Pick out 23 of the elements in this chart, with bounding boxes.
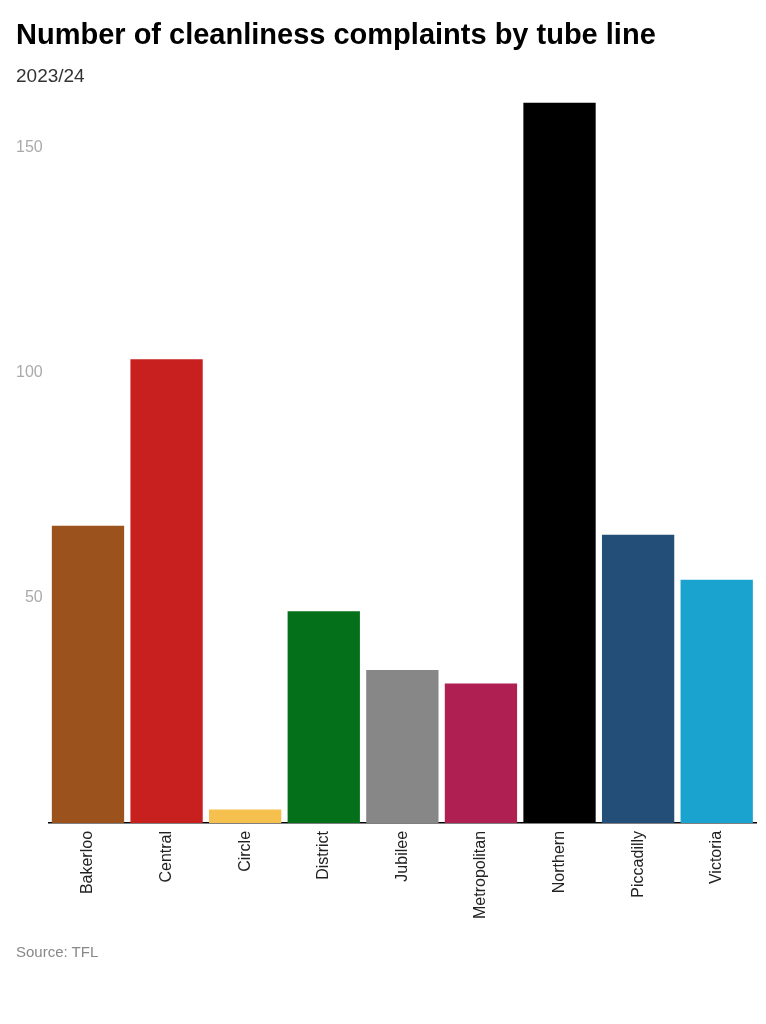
- y-tick-label: 100: [15, 363, 43, 381]
- bar: [366, 669, 439, 823]
- bar: [680, 579, 753, 823]
- chart-title: Number of cleanliness complaints by tube line: [16, 18, 657, 51]
- bar: [287, 611, 360, 823]
- x-tick-label: Circle: [235, 830, 253, 872]
- y-tick-label: 150: [15, 138, 43, 156]
- x-tick-label: Central: [156, 830, 174, 883]
- x-tick-label: Metropolitan: [471, 830, 489, 919]
- source-note: Source: TFL: [16, 943, 100, 960]
- y-tick-label: 50: [24, 588, 43, 606]
- x-tick-label: Piccadilly: [628, 830, 646, 898]
- x-tick-label: Jubilee: [392, 830, 410, 882]
- x-tick-label: Bakerloo: [78, 830, 96, 895]
- bar: [51, 525, 125, 823]
- chart-subtitle: 2023/24: [16, 65, 86, 87]
- bar: [209, 809, 282, 823]
- x-tick-label: Northern: [549, 830, 567, 894]
- x-tick-label: District: [314, 830, 332, 880]
- bar: [601, 534, 675, 823]
- bar: [444, 683, 518, 823]
- bar: [130, 359, 203, 823]
- x-tick-label: Victoria: [707, 830, 725, 885]
